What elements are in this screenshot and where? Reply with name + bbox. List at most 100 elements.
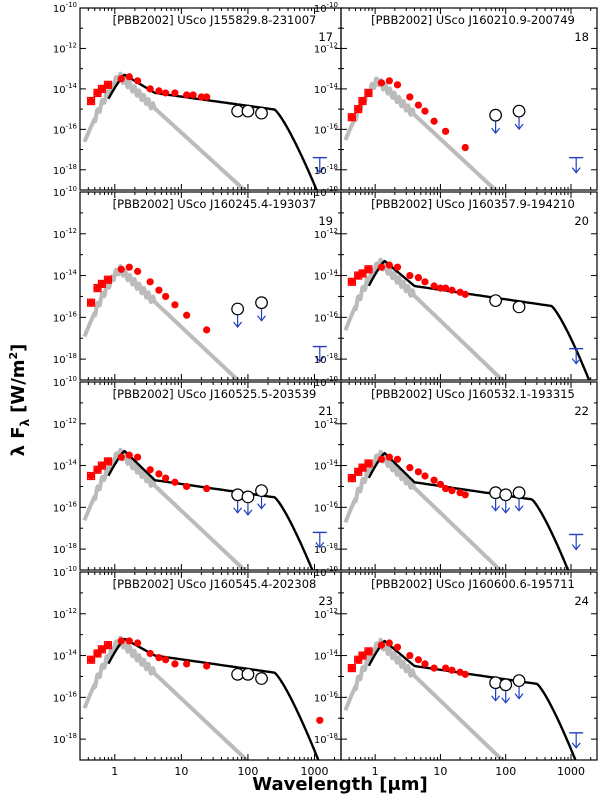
xlabel-prefix: Wavelength [ bbox=[252, 774, 387, 795]
y-tick-label-base: 10 bbox=[53, 693, 66, 704]
photometry-point bbox=[104, 81, 112, 89]
photometry-point bbox=[203, 326, 211, 334]
upper-limit-arrow bbox=[312, 345, 327, 363]
ylabel-unit-close: ] bbox=[8, 344, 29, 352]
panel-number: 21 bbox=[318, 404, 333, 418]
y-tick-label-base: 10 bbox=[53, 420, 66, 431]
upper-limit-arrow bbox=[233, 500, 243, 514]
y-tick-label-exp: -14 bbox=[66, 459, 78, 467]
y-tick-label-exp: -14 bbox=[327, 82, 339, 90]
photometry-point bbox=[348, 474, 356, 482]
photometry-point bbox=[385, 453, 393, 461]
y-tick-label-exp: -14 bbox=[327, 649, 339, 657]
photometry-point bbox=[134, 639, 142, 647]
photometry-point bbox=[125, 73, 133, 81]
photometry-point bbox=[146, 278, 154, 286]
panel-frame bbox=[340, 191, 598, 381]
y-tick-label-base: 10 bbox=[314, 188, 327, 199]
photometry-point bbox=[171, 89, 179, 97]
y-tick-label-base: 10 bbox=[53, 188, 66, 199]
photometry-point bbox=[442, 284, 450, 292]
far-ir-point bbox=[512, 104, 526, 118]
upper-limit-arrow bbox=[569, 156, 584, 174]
far-ir-point bbox=[499, 678, 513, 692]
upper-limit-arrow bbox=[257, 308, 266, 322]
photometry-point bbox=[406, 271, 414, 280]
photometry-point bbox=[414, 656, 423, 664]
far-ir-point bbox=[231, 488, 245, 502]
photometry-point bbox=[393, 643, 402, 651]
photometry-point bbox=[155, 470, 163, 478]
y-tick-label-exp: -18 bbox=[327, 352, 338, 360]
photosphere-curve bbox=[82, 635, 250, 760]
x-tick-label: 1000 bbox=[301, 765, 329, 778]
photosphere-curve bbox=[82, 71, 248, 190]
photometry-point bbox=[358, 269, 367, 278]
y-tick-label-base: 10 bbox=[314, 568, 327, 579]
far-ir-point bbox=[231, 302, 245, 316]
photometry-point bbox=[406, 93, 414, 101]
y-tick-label: 10-14 bbox=[53, 269, 78, 283]
photometry-point bbox=[134, 77, 142, 85]
y-tick-label-base: 10 bbox=[314, 272, 327, 283]
photometry-point bbox=[430, 664, 438, 672]
y-tick-label: 10-10 bbox=[53, 565, 77, 579]
photometry-point bbox=[430, 476, 438, 484]
upper-limit-head bbox=[315, 542, 325, 549]
plot-area-24 bbox=[343, 637, 584, 760]
photometry-point bbox=[364, 265, 373, 273]
far-ir-point bbox=[499, 488, 513, 502]
panel-frame bbox=[340, 7, 598, 191]
upper-limit-arrow bbox=[501, 500, 511, 514]
far-ir-point bbox=[241, 490, 255, 504]
y-tick-label-exp: -10 bbox=[327, 565, 338, 573]
y-tick-label: 10-18 bbox=[53, 163, 77, 177]
photometry-point bbox=[162, 292, 170, 301]
x-tick-label: 1 bbox=[372, 765, 379, 778]
y-tick-label-base: 10 bbox=[53, 462, 66, 473]
upper-limit-arrow bbox=[569, 732, 584, 749]
y-tick-label-base: 10 bbox=[314, 355, 327, 366]
y-tick-label-base: 10 bbox=[53, 4, 66, 15]
y-tick-label-exp: -18 bbox=[327, 163, 338, 171]
photometry-point bbox=[436, 480, 445, 488]
y-tick-label: 10-10 bbox=[314, 185, 338, 199]
photometry-point bbox=[358, 97, 367, 105]
upper-limit-head bbox=[514, 123, 524, 131]
panel-frame bbox=[340, 381, 598, 571]
photosphere-curve bbox=[343, 637, 506, 760]
photometry-point bbox=[162, 656, 170, 664]
y-tick-label-exp: -18 bbox=[66, 732, 77, 740]
y-tick-label: 10-14 bbox=[53, 82, 78, 96]
y-tick-label: 10-16 bbox=[314, 690, 339, 704]
y-tick-label: 10-18 bbox=[314, 352, 338, 366]
upper-limit-head bbox=[315, 356, 325, 363]
photometry-point bbox=[364, 459, 373, 468]
upper-limit-arrow bbox=[312, 156, 327, 174]
y-tick-label: 10-18 bbox=[314, 732, 338, 746]
xlabel-mu: μ bbox=[388, 774, 401, 795]
photometry-point bbox=[364, 89, 373, 97]
y-tick-label: 10-18 bbox=[53, 732, 77, 746]
photometry-point bbox=[155, 87, 163, 95]
plot-area-23 bbox=[82, 635, 324, 760]
y-tick-label-base: 10 bbox=[314, 610, 327, 621]
y-tick-label-base: 10 bbox=[53, 503, 66, 514]
photometry-point bbox=[171, 660, 179, 668]
photometry-point bbox=[442, 484, 450, 493]
y-tick-label: 10-12 bbox=[53, 41, 77, 55]
far-ir-point bbox=[255, 296, 268, 310]
model-sed-curve bbox=[107, 73, 318, 190]
y-tick-label: 10-16 bbox=[53, 122, 78, 136]
panel-number: 23 bbox=[318, 594, 333, 608]
far-ir-point bbox=[241, 667, 255, 681]
x-tick-label: 1 bbox=[111, 765, 118, 778]
far-ir-point bbox=[255, 672, 268, 685]
panel-number: 17 bbox=[318, 30, 333, 44]
photosphere-curve bbox=[343, 76, 499, 190]
panel-frame bbox=[340, 571, 598, 761]
y-tick-label: 10-12 bbox=[53, 227, 77, 241]
